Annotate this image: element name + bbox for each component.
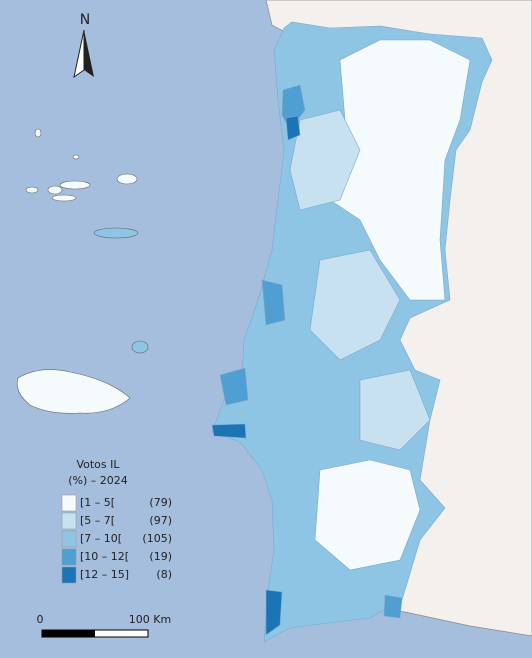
island <box>47 185 63 195</box>
north-label: N <box>80 12 90 28</box>
north-arrow <box>84 30 94 77</box>
legend-swatch <box>61 548 77 566</box>
legend-title: Votos IL <box>76 458 120 471</box>
island <box>93 227 139 239</box>
region <box>211 423 247 439</box>
island <box>51 194 77 202</box>
legend-swatch <box>61 530 77 548</box>
region <box>289 109 361 211</box>
legend-label: [5 – 7[ <box>80 514 115 527</box>
legend-label: [12 – 15] <box>80 568 129 581</box>
region <box>309 249 401 361</box>
island <box>59 180 91 190</box>
region <box>314 459 421 571</box>
legend-swatch <box>61 566 77 584</box>
region <box>261 279 286 326</box>
scale-start: 0 <box>37 613 44 626</box>
island <box>131 340 149 354</box>
island <box>72 154 80 160</box>
region <box>285 115 301 141</box>
island <box>34 128 42 138</box>
legend-label: [10 – 12[ <box>80 550 129 563</box>
island <box>116 173 138 185</box>
region <box>359 369 431 451</box>
legend-label: [1 – 5[ <box>80 496 115 509</box>
legend-count: (19) <box>149 550 172 563</box>
legend-count: (97) <box>149 514 172 527</box>
legend-swatch <box>61 512 77 530</box>
legend-count: (105) <box>142 532 172 545</box>
madeira <box>16 369 131 414</box>
legend-swatch <box>61 494 77 512</box>
legend-count: (79) <box>149 496 172 509</box>
legend: [1 – 5[ (79) [5 – 7[ (97) [7 – 10[ (105) [10 –… <box>61 494 172 584</box>
region <box>219 367 249 406</box>
islands <box>16 128 149 414</box>
legend-subtitle: (%) – 2024 <box>68 474 128 487</box>
island <box>25 186 39 194</box>
scale-end: 100 Km <box>129 613 171 626</box>
region <box>265 589 283 636</box>
scale-bar <box>42 630 95 637</box>
region <box>383 594 403 619</box>
portugal <box>211 21 493 643</box>
legend-count: (8) <box>156 568 172 581</box>
legend-label: [7 – 10[ <box>80 532 122 545</box>
